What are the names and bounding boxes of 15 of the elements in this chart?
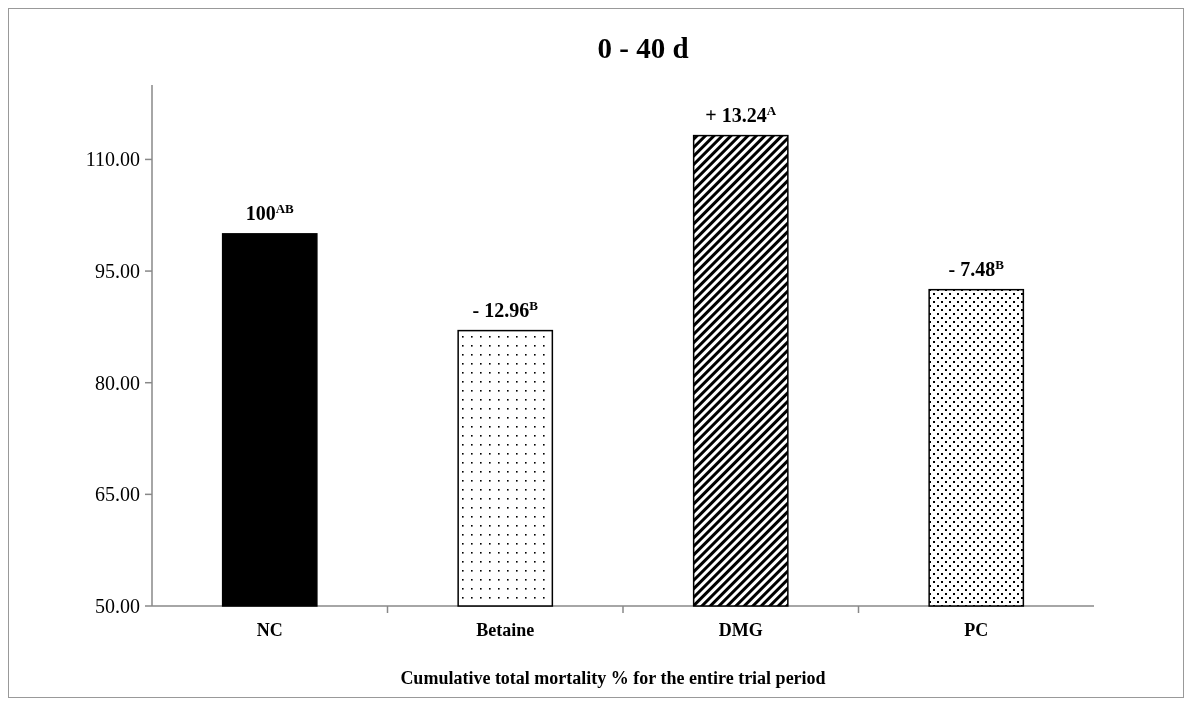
y-tick-label: 95.00 [95, 260, 140, 283]
x-tick-label: PC [964, 620, 989, 640]
x-tick-label: NC [256, 620, 283, 640]
y-tick-label: 50.00 [95, 595, 140, 617]
annotation: - 7.48$^{B}$ [948, 256, 1005, 280]
y-tick-label: 110.00 [85, 148, 140, 171]
y-tick-label: 80.00 [95, 371, 140, 394]
annotation: 100$^{AB}$ [245, 200, 295, 224]
x-tick-label: Betaine [476, 620, 535, 640]
x-axis-title: Cumulative total mortality % for the entire trial period [400, 668, 826, 688]
x-tick-label: DMG [718, 620, 763, 640]
chart-title: 0 - 40 d [597, 32, 689, 64]
annotation: - 12.96$^{B}$ [472, 297, 539, 321]
annotation: + 13.24$^{A}$ [705, 102, 777, 126]
y-tick-label: 65.00 [95, 483, 140, 506]
